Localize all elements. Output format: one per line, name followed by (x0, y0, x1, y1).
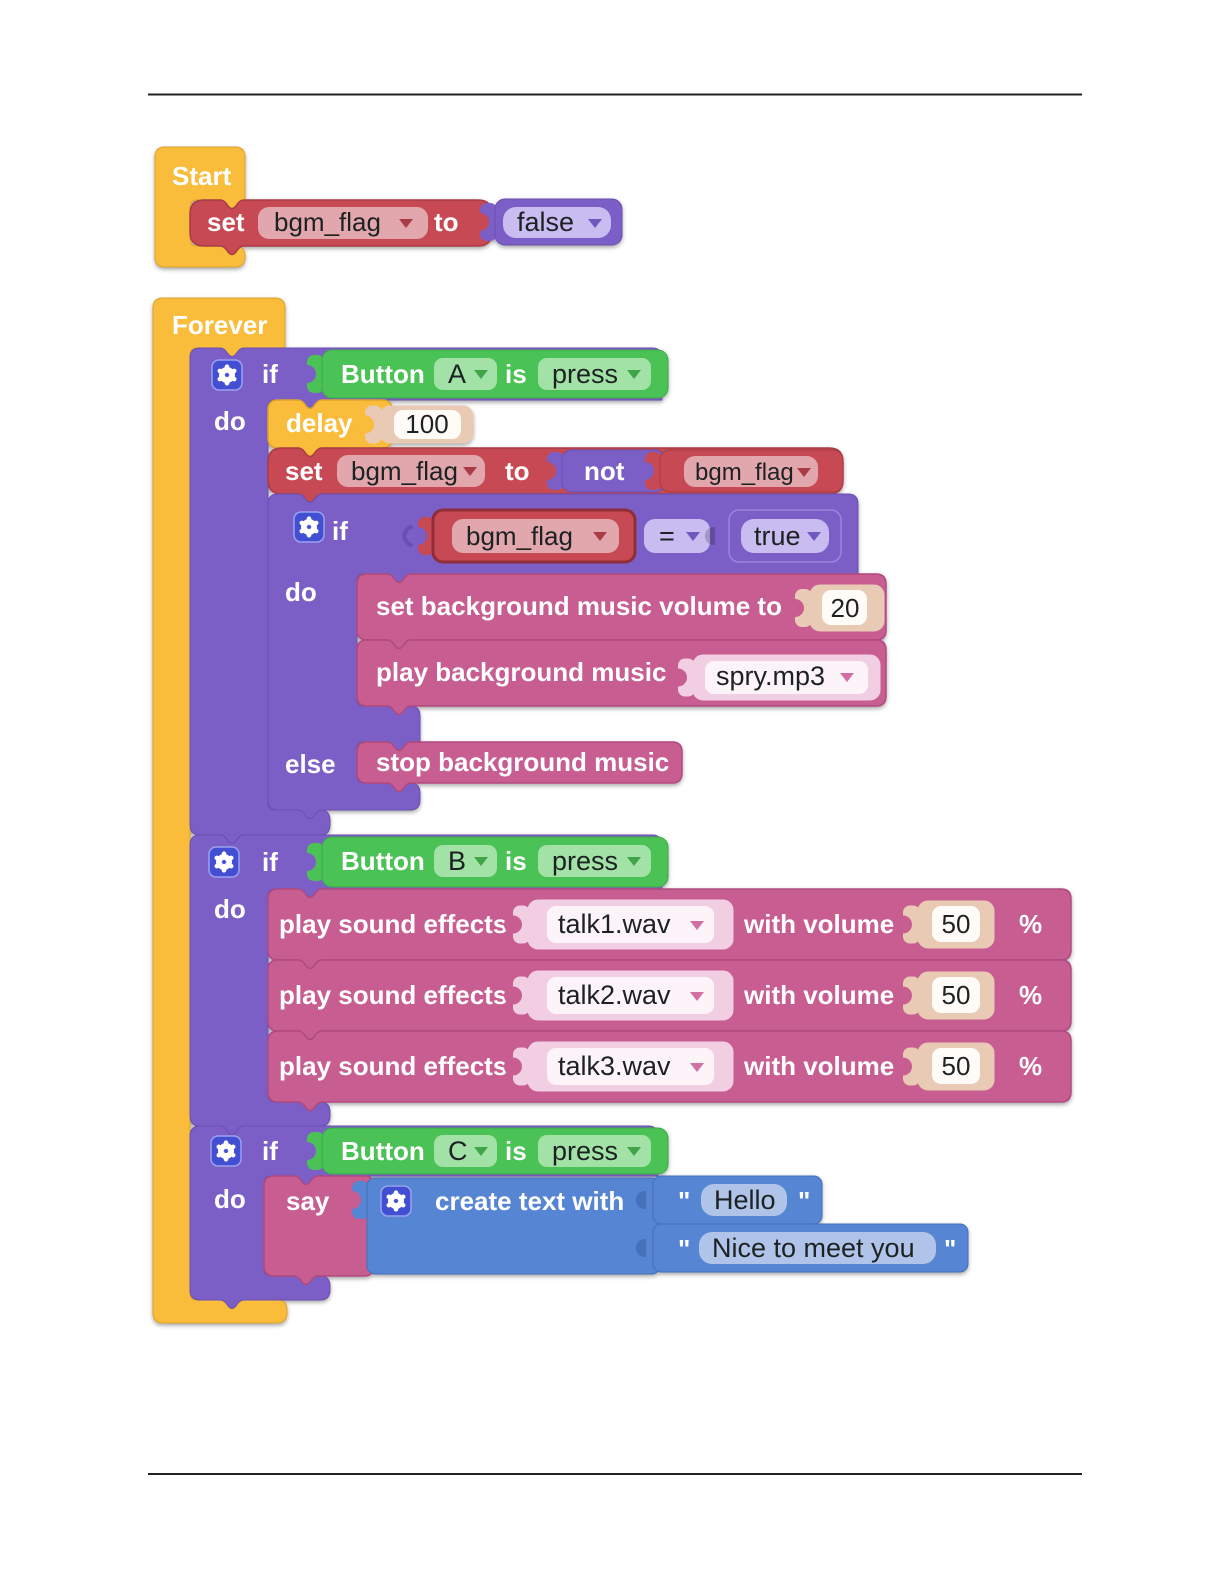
svg-text:": " (678, 1186, 690, 1216)
svg-text:delay: delay (286, 408, 353, 438)
svg-text:%: % (1019, 980, 1042, 1010)
svg-text:=: = (659, 521, 675, 551)
svg-text:50: 50 (942, 1051, 971, 1081)
svg-text:bgm_flag: bgm_flag (466, 521, 573, 551)
svg-text:B: B (448, 846, 466, 876)
svg-text:false: false (517, 207, 574, 237)
svg-text:if: if (262, 847, 278, 877)
svg-text:with volume: with volume (743, 1051, 894, 1081)
svg-text:": " (944, 1234, 956, 1264)
svg-text:if: if (262, 1136, 278, 1166)
svg-text:play sound effects: play sound effects (279, 1051, 507, 1081)
svg-text:Nice to meet you: Nice to meet you (712, 1233, 915, 1263)
svg-text:play background music: play background music (376, 657, 666, 687)
svg-text:50: 50 (942, 909, 971, 939)
svg-text:with volume: with volume (743, 980, 894, 1010)
svg-text:bgm_flag: bgm_flag (351, 456, 458, 486)
svg-text:set: set (285, 456, 323, 486)
svg-text:Button: Button (341, 1136, 425, 1166)
svg-text:say: say (286, 1186, 330, 1216)
svg-text:100: 100 (405, 409, 448, 439)
svg-text:is: is (505, 359, 527, 389)
svg-text:not: not (584, 456, 625, 486)
svg-text:bgm_flag: bgm_flag (274, 207, 381, 237)
svg-text:true: true (754, 521, 801, 551)
svg-text:do: do (214, 406, 246, 436)
svg-text:50: 50 (942, 980, 971, 1010)
svg-text:press: press (552, 359, 618, 389)
svg-text:if: if (262, 359, 278, 389)
svg-text:press: press (552, 846, 618, 876)
svg-text:if: if (332, 516, 348, 546)
svg-text:is: is (505, 1136, 527, 1166)
svg-text:do: do (214, 894, 246, 924)
svg-text:set background music volume to: set background music volume to (376, 591, 782, 621)
svg-text:20: 20 (831, 593, 860, 623)
svg-text:talk2.wav: talk2.wav (558, 980, 671, 1010)
svg-text:spry.mp3: spry.mp3 (716, 661, 825, 691)
svg-text:": " (678, 1234, 690, 1264)
svg-text:else: else (285, 749, 336, 779)
svg-text:do: do (214, 1184, 246, 1214)
svg-text:press: press (552, 1136, 618, 1166)
svg-text:is: is (505, 846, 527, 876)
svg-text:create text with: create text with (435, 1186, 624, 1216)
svg-text:talk3.wav: talk3.wav (558, 1051, 671, 1081)
svg-text:to: to (505, 456, 530, 486)
svg-text:C: C (448, 1136, 468, 1166)
svg-text:A: A (448, 359, 466, 389)
svg-text:%: % (1019, 909, 1042, 939)
svg-text:Hello: Hello (714, 1185, 776, 1215)
svg-text:Button: Button (341, 846, 425, 876)
svg-text:play sound effects: play sound effects (279, 980, 507, 1010)
svg-text:Forever: Forever (172, 310, 267, 340)
svg-text:Button: Button (341, 359, 425, 389)
svg-text:set: set (207, 207, 245, 237)
svg-text:play sound effects: play sound effects (279, 909, 507, 939)
svg-text:stop background music: stop background music (376, 747, 669, 777)
svg-text:bgm_flag: bgm_flag (695, 459, 794, 486)
svg-text:to: to (434, 207, 459, 237)
svg-text:talk1.wav: talk1.wav (558, 909, 671, 939)
svg-text:Start: Start (172, 161, 232, 191)
svg-text:with volume: with volume (743, 909, 894, 939)
svg-text:%: % (1019, 1051, 1042, 1081)
svg-text:": " (798, 1186, 810, 1216)
svg-text:do: do (285, 577, 317, 607)
